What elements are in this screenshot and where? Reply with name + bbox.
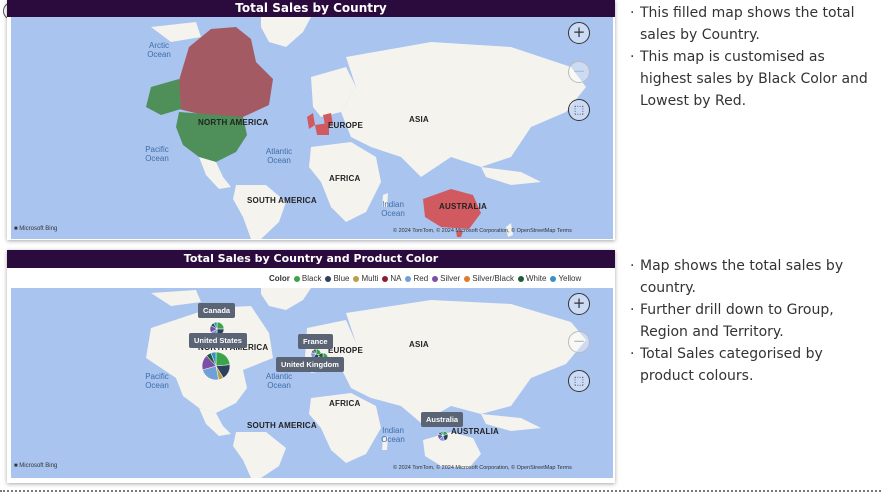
legend-item[interactable]: NA bbox=[382, 274, 401, 283]
germany-region bbox=[323, 113, 333, 125]
zoom-out-button[interactable]: − bbox=[568, 61, 590, 83]
australia-region bbox=[423, 189, 481, 229]
tooltip-australia: Australia bbox=[421, 412, 464, 427]
continent-label-africa: AFRICA bbox=[329, 174, 361, 183]
pie-slice[interactable] bbox=[317, 352, 324, 359]
pie-slice[interactable] bbox=[312, 348, 317, 355]
legend-swatch bbox=[353, 275, 360, 282]
legend-item[interactable]: Red bbox=[405, 274, 428, 283]
legend-swatch bbox=[432, 275, 439, 282]
pie-australia bbox=[437, 430, 449, 442]
legend-swatch bbox=[325, 275, 332, 282]
uk-region bbox=[307, 113, 315, 129]
legend-label: Silver bbox=[440, 274, 461, 283]
pie-slice[interactable] bbox=[439, 430, 444, 437]
ocean-label-atlantic: Atlantic Ocean bbox=[265, 147, 293, 165]
bing-text: Microsoft Bing bbox=[19, 463, 58, 469]
zoom-in-button[interactable]: + bbox=[568, 293, 590, 315]
legend-item[interactable]: Blue bbox=[325, 274, 349, 283]
continent-label-sa: SOUTH AMERICA bbox=[247, 421, 317, 430]
zoom-out-button[interactable]: − bbox=[568, 331, 590, 353]
note-item: Map shows the total sales by country. bbox=[630, 255, 878, 299]
legend-item[interactable]: White bbox=[517, 274, 547, 283]
ocean-label-pacific: Pacific Ocean bbox=[145, 372, 169, 390]
pie-map-title: Total Sales by Country and Product Color bbox=[7, 250, 615, 268]
pie-map[interactable]: Pacific Ocean Atlantic Ocean Indian Ocea… bbox=[11, 288, 613, 478]
ocean-label-atlantic: Atlantic Ocean bbox=[265, 372, 293, 390]
map-credit[interactable]: © 2024 TomTom, © 2024 Microsoft Corporat… bbox=[393, 228, 572, 234]
continent-label-na: NORTH AMERICA bbox=[198, 118, 269, 127]
map-credit[interactable]: © 2024 TomTom, © 2024 Microsoft Corporat… bbox=[393, 465, 572, 471]
pie-slice[interactable] bbox=[213, 321, 218, 330]
continent-label-europe: EUROPE bbox=[328, 346, 363, 355]
note-item: Further drill down to Group, Region and … bbox=[630, 299, 878, 343]
legend-label: Blue bbox=[333, 274, 350, 283]
ocean-label-indian: Indian Ocean bbox=[381, 426, 405, 444]
legend-item[interactable]: Black bbox=[293, 274, 322, 283]
filled-map[interactable]: Arctic Ocean Pacific Ocean Atlantic Ocea… bbox=[11, 17, 613, 239]
notes-filled-map: This filled map shows the total sales by… bbox=[630, 2, 878, 112]
legend-item[interactable]: Silver/Black bbox=[464, 274, 514, 283]
legend-label: Silver/Black bbox=[472, 274, 514, 283]
legend-swatch bbox=[405, 275, 412, 282]
page-divider bbox=[0, 490, 881, 492]
legend-title: Color bbox=[269, 274, 290, 283]
ocean-label-pacific: Pacific Ocean bbox=[145, 145, 169, 163]
france-region bbox=[315, 123, 329, 135]
continent-label-africa: AFRICA bbox=[329, 399, 361, 408]
tooltip-united-kingdom: United Kingdom bbox=[276, 357, 344, 372]
notes-pie-map: Map shows the total sales by country. Fu… bbox=[630, 255, 878, 387]
legend-swatch bbox=[550, 275, 557, 282]
select-area-button[interactable]: ⬚ bbox=[568, 370, 590, 392]
legend-label: NA bbox=[390, 274, 402, 283]
continent-label-asia: ASIA bbox=[409, 115, 429, 124]
alaska-region bbox=[146, 79, 181, 115]
pie-slice[interactable] bbox=[210, 351, 217, 367]
usa-region bbox=[176, 112, 247, 162]
filled-map-title: Total Sales by Country bbox=[7, 0, 615, 17]
tooltip-canada: Canada bbox=[198, 303, 236, 318]
legend-item[interactable]: Silver bbox=[432, 274, 460, 283]
world-map-1 bbox=[11, 17, 613, 239]
continent-label-europe: EUROPE bbox=[328, 121, 363, 130]
legend-swatch bbox=[293, 275, 300, 282]
legend-swatch bbox=[382, 275, 389, 282]
legend-label: Red bbox=[413, 274, 429, 283]
note-item: This map is customised as highest sales … bbox=[630, 46, 878, 112]
legend-label: Yellow bbox=[558, 274, 582, 283]
select-area-button[interactable]: ⬚ bbox=[568, 99, 590, 121]
zoom-in-button[interactable]: + bbox=[568, 22, 590, 44]
bing-logo: ■ Microsoft Bing bbox=[14, 463, 57, 469]
legend-swatch bbox=[464, 275, 471, 282]
continent-label-asia: ASIA bbox=[409, 340, 429, 349]
continent-label-australia: AUSTRALIA bbox=[439, 202, 488, 211]
windows-logo-icon: ■ bbox=[14, 226, 18, 232]
world-map-2 bbox=[11, 288, 613, 478]
tooltip-france: France bbox=[298, 334, 333, 349]
note-item: This filled map shows the total sales by… bbox=[630, 2, 878, 46]
tooltip-united-states: United States bbox=[189, 333, 247, 348]
legend-label: Black bbox=[301, 274, 322, 283]
legend-item[interactable]: Multi bbox=[353, 274, 378, 283]
legend-item[interactable]: Yellow bbox=[550, 274, 581, 283]
pie-map-panel: Total Sales by Country and Product Color… bbox=[7, 250, 615, 483]
bing-logo: ■ Microsoft Bing bbox=[14, 226, 57, 232]
legend-swatch bbox=[517, 275, 524, 282]
bing-text: Microsoft Bing bbox=[19, 226, 58, 232]
note-item: Total Sales categorised by product colou… bbox=[630, 343, 878, 387]
color-legend: Color Black Blue Multi NA Red Silver Silver/Bl… bbox=[269, 274, 585, 283]
legend-label: White bbox=[525, 274, 547, 283]
filled-map-panel: Total Sales by Country bbox=[7, 0, 615, 240]
continent-label-sa: SOUTH AMERICA bbox=[247, 196, 317, 205]
canada-region bbox=[177, 27, 273, 117]
pie-united-states bbox=[201, 351, 231, 381]
legend-label: Multi bbox=[361, 274, 379, 283]
ocean-label-arctic: Arctic Ocean bbox=[147, 41, 171, 59]
ocean-label-indian: Indian Ocean bbox=[381, 200, 405, 218]
continent-label-australia: AUSTRALIA bbox=[451, 427, 500, 436]
windows-logo-icon: ■ bbox=[14, 463, 18, 469]
